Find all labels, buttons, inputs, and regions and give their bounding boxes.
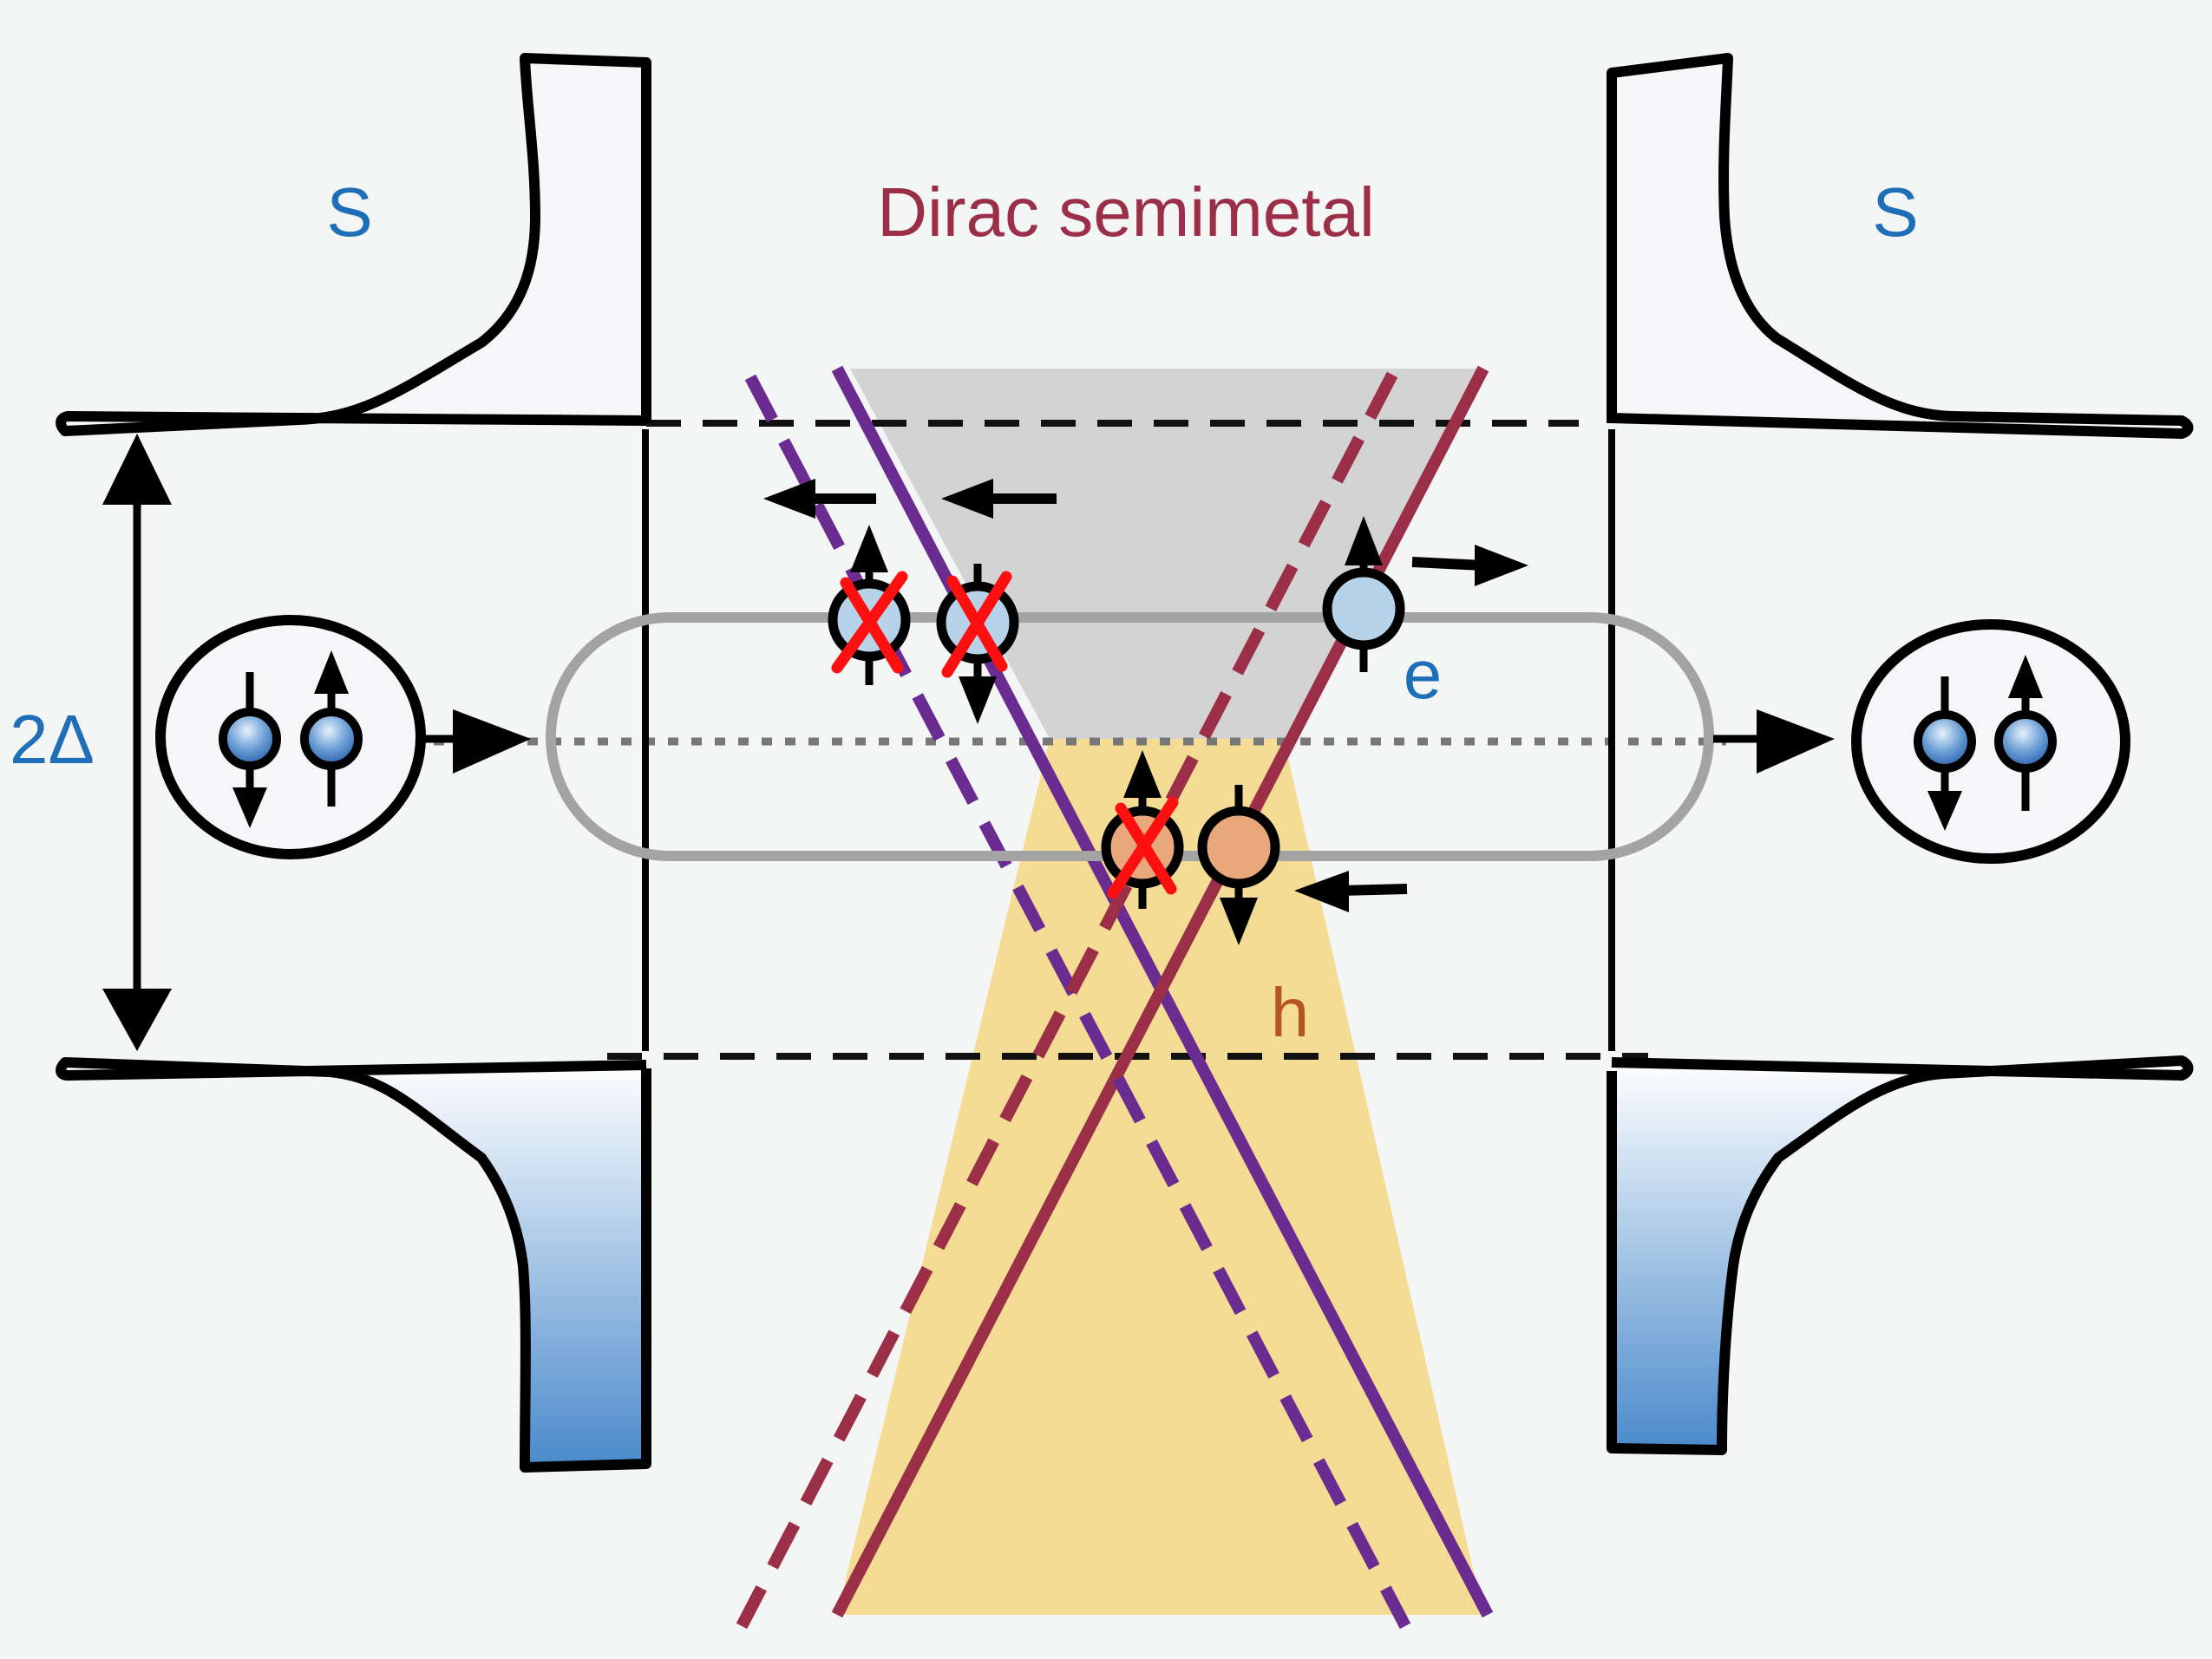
left-superconductor-label: S — [326, 173, 372, 251]
dirac-semimetal-label: Dirac semimetal — [877, 173, 1374, 251]
right-dos-lower — [1607, 1055, 2194, 1455]
gap-double-arrow — [102, 434, 172, 1051]
pair-ejection-arrow — [1713, 709, 1835, 774]
cross-mark-3 — [1107, 796, 1179, 899]
velocity-arrow-electron — [1411, 545, 1528, 586]
pair-injection-arrow — [423, 709, 531, 774]
electron-label: e — [1404, 636, 1443, 713]
cross-mark-2 — [941, 571, 1012, 678]
right-dos-upper — [1607, 53, 2194, 439]
hole-state — [1197, 785, 1280, 945]
cooper-pair-left — [155, 615, 426, 859]
hole-label: h — [1271, 974, 1310, 1051]
left-dos-upper — [56, 53, 651, 436]
interfaces — [642, 429, 1615, 1051]
electron-state — [1322, 516, 1405, 672]
cross-mark-1 — [831, 571, 908, 674]
right-superconductor-label: S — [1872, 173, 1918, 251]
velocity-arrow-2 — [941, 479, 1057, 519]
left-dos-lower — [56, 1057, 651, 1473]
velocity-arrow-hole — [1294, 871, 1408, 912]
lower-cone-fill — [837, 739, 1483, 1615]
gap-label: 2Δ — [10, 701, 95, 778]
velocity-arrow-1 — [763, 479, 876, 519]
cooper-pair-right — [1851, 619, 2130, 864]
